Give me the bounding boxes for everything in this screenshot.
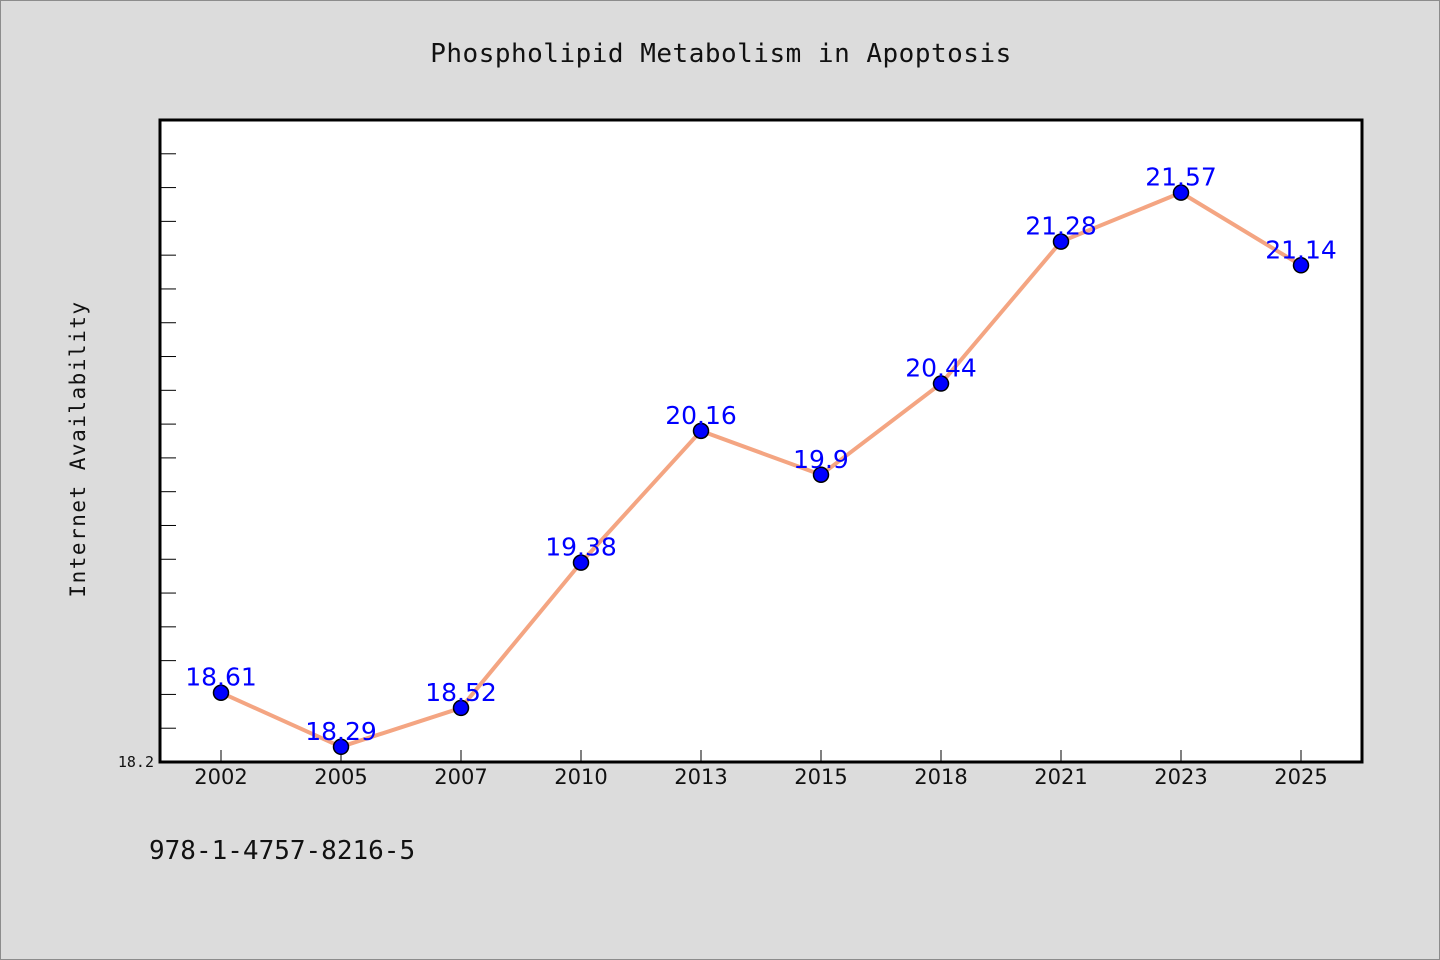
data-point — [812, 466, 830, 484]
data-label: 21.28 — [1025, 212, 1097, 241]
data-point — [1292, 257, 1310, 274]
data-point — [452, 699, 470, 717]
isbn-text: 978-1-4757-8216-5 — [149, 836, 416, 866]
y-axis-ticks: 18.2 — [118, 119, 176, 771]
data-point — [332, 738, 350, 756]
data-label: 19.9 — [793, 445, 849, 474]
y-axis-label: Internet Availability — [66, 300, 90, 597]
data-point — [932, 375, 950, 392]
data-point — [692, 422, 710, 440]
data-markers — [212, 184, 1310, 756]
data-label: 21.57 — [1145, 163, 1217, 192]
plot-frame — [158, 118, 1364, 764]
x-axis-ticks: 2002 2005 2007 2010 2013 2015 2018 2021 2023 2025 — [194, 750, 1328, 789]
chart-title: Phospholipid Metabolism in Apoptosis — [430, 39, 1012, 69]
data-point — [572, 554, 590, 571]
x-tick-label: 2010 — [554, 765, 607, 789]
x-tick-label: 2025 — [1274, 765, 1327, 789]
data-label: 18.61 — [185, 663, 257, 692]
data-point — [1172, 184, 1190, 201]
data-label: 19.38 — [545, 533, 617, 562]
x-tick-label: 2007 — [434, 765, 487, 789]
x-tick-label: 2015 — [794, 765, 847, 789]
x-tick-label: 2002 — [194, 765, 247, 789]
x-tick-label: 2021 — [1034, 765, 1087, 789]
data-label: 20.16 — [665, 401, 737, 430]
data-label: 20.44 — [905, 354, 977, 383]
data-label: 18.29 — [305, 717, 377, 746]
x-tick-label: 2018 — [914, 765, 967, 789]
plot-area — [160, 120, 1362, 762]
data-point — [212, 684, 230, 701]
x-tick-label: 2013 — [674, 765, 727, 789]
series-line — [219, 190, 1303, 749]
data-label: 21.14 — [1265, 235, 1337, 264]
data-point — [1052, 233, 1070, 250]
x-tick-label: 2005 — [314, 765, 367, 789]
x-tick-label: 2023 — [1154, 765, 1207, 789]
y-tick-label: 18.2 — [118, 753, 154, 771]
data-label: 18.52 — [425, 678, 497, 707]
data-labels: 18.61 18.29 18.52 19.38 20.16 19.9 20.44 21.28 2… — [185, 163, 1337, 746]
